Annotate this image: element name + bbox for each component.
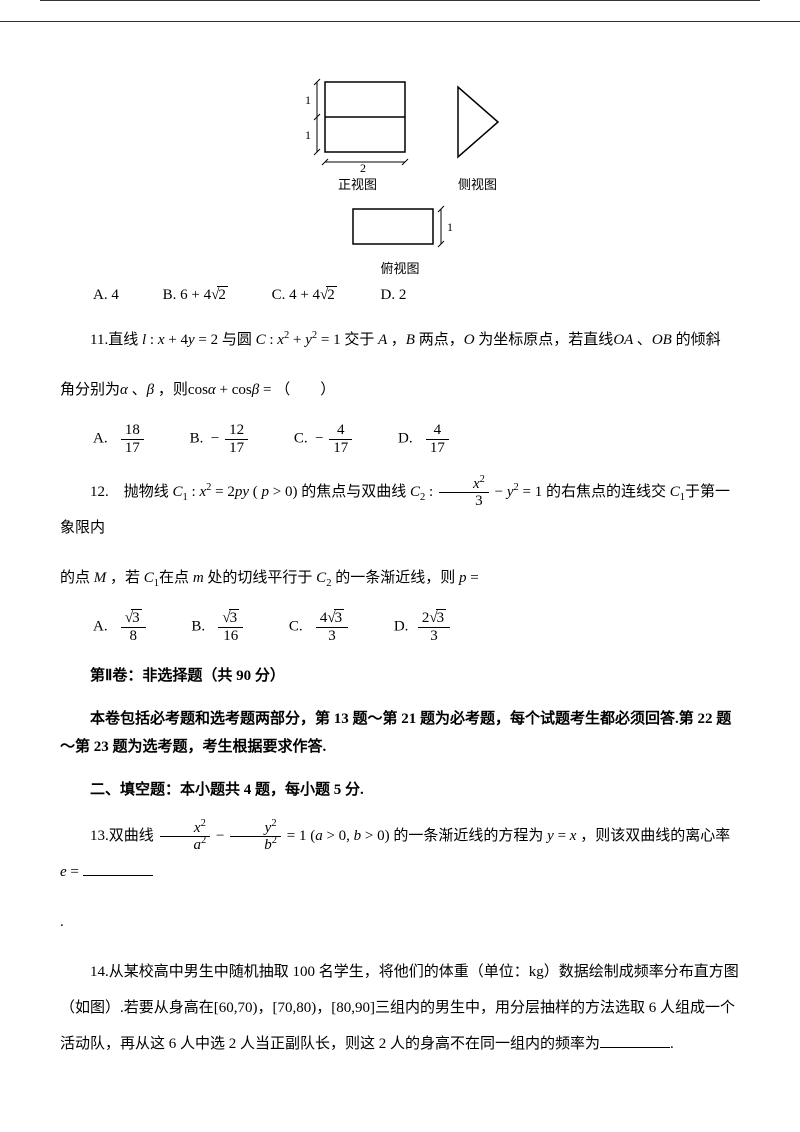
top-rule	[40, 0, 760, 1]
q12-num: 12.	[90, 484, 124, 500]
q10-opt-d: D. 2	[381, 287, 407, 304]
q12-options: A. √38 B. √316 C. 4√33 D. 2√33	[60, 610, 740, 644]
q10-opt-c: C. 4 + 4√2	[272, 287, 337, 304]
q11-num: 11.	[90, 332, 108, 348]
front-view-svg: 1 1 2	[295, 72, 420, 172]
section2-heading: 第Ⅱ卷：非选择题（共 90 分）	[60, 662, 740, 691]
top-view-svg: 1	[338, 201, 463, 256]
dim-1a: 1	[305, 93, 311, 107]
q12-opt-b: B. √316	[191, 610, 245, 644]
side-view-label: 侧视图	[458, 174, 497, 193]
q11-options: A. 1817 B. − 1217 C. − 417 D. 417	[60, 422, 740, 456]
q11-stem-line2: 角分别为α 、β ，则cosα + cosβ = （ ）	[60, 372, 740, 408]
q11-opt-b: B. − 1217	[190, 422, 250, 456]
q13-dot: .	[60, 904, 740, 940]
fill-blank-heading: 二、填空题：本小题共 4 题，每小题 5 分.	[60, 776, 740, 805]
q12-stem: 12. 抛物线 C1 : x2 = 2py ( p > 0) 的焦点与双曲线 C…	[60, 474, 740, 546]
side-view-svg	[450, 72, 505, 172]
q13-stem: 13.双曲线 x2a2 − y2b2 = 1 (a > 0, b > 0) 的一…	[60, 818, 740, 890]
q12-opt-d: D. 2√33	[394, 610, 452, 644]
dim-2: 2	[360, 161, 366, 172]
page-content: 1 1 2 正视图 侧视图	[0, 21, 800, 1116]
q14-blank	[600, 1032, 670, 1048]
q14-num: 14.	[90, 964, 109, 980]
q12-opt-a: A. √38	[93, 610, 148, 644]
dim-1b: 1	[305, 128, 311, 142]
q10-opt-a: A. 4	[93, 287, 119, 304]
q14-stem: 14.从某校高中男生中随机抽取 100 名学生，将他们的体重（单位：kg）数据绘…	[60, 954, 740, 1062]
q12-stem-line2: 的点 M ，若 C1在点 m 处的切线平行于 C2 的一条渐近线，则 p =	[60, 560, 740, 596]
front-view-label: 正视图	[338, 174, 377, 193]
top-view-label: 俯视图	[380, 258, 419, 277]
three-view-diagram: 1 1 2 正视图 侧视图	[270, 72, 530, 277]
q11-stem: 11.直线 l : x + 4y = 2 与圆 C : x2 + y2 = 1 …	[60, 322, 740, 358]
q10-options: A. 4 B. 6 + 4√2 C. 4 + 4√2 D. 2	[60, 287, 740, 304]
q13-num: 13.	[90, 828, 109, 844]
q10-opt-b: B. 6 + 4√2	[163, 287, 228, 304]
section2-note: 本卷包括必考题和选考题两部分，第 13 题～第 21 题为必考题，每个试题考生都…	[60, 705, 740, 762]
q11-opt-d: D. 417	[398, 422, 451, 456]
q11-opt-c: C. − 417	[294, 422, 354, 456]
q12-opt-c: C. 4√33	[289, 610, 350, 644]
q13-blank	[83, 860, 153, 876]
dim-top: 1	[447, 220, 453, 234]
q11-opt-a: A. 1817	[93, 422, 146, 456]
